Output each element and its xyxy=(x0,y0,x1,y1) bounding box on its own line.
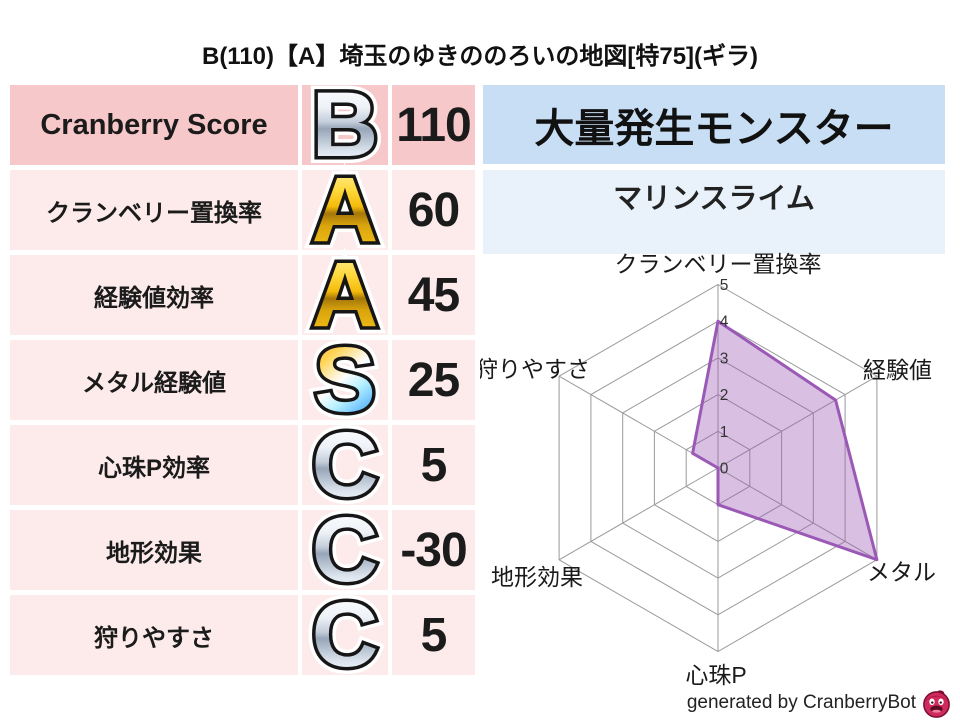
grade-letter: C xyxy=(302,589,388,681)
radar-tick-label: 3 xyxy=(720,350,729,367)
grade-letter: C xyxy=(305,497,385,603)
radar-axis-label: 経験値 xyxy=(863,357,932,383)
row-value: 5 xyxy=(392,595,475,675)
grade-letter: C xyxy=(308,584,381,686)
monster-name: マリンスライム xyxy=(483,170,945,254)
grade-letter: B xyxy=(302,79,388,171)
grade-letter: C xyxy=(302,419,388,511)
score-row: 心珠P効率 C C C 5 xyxy=(10,412,475,518)
score-row: Cranberry Score B B B 110 xyxy=(10,72,475,178)
grade-letter: S xyxy=(307,327,382,433)
grade-letter: B xyxy=(305,72,385,178)
grade-letter: C xyxy=(305,582,385,688)
row-value: 60 xyxy=(392,170,475,250)
row-value: 5 xyxy=(392,425,475,505)
row-value: 45 xyxy=(392,255,475,335)
score-table: Cranberry Score B B B 110 クランベリー置換率 A A A 60 経験値効率… xyxy=(10,72,475,688)
monster-header: 大量発生モンスター xyxy=(483,85,945,164)
grade-letter: A xyxy=(305,242,385,348)
grade-letter: C xyxy=(302,504,388,596)
row-label: クランベリー置換率 xyxy=(10,170,298,250)
row-label: Cranberry Score xyxy=(10,85,298,165)
radar-axis-label: クランベリー置換率 xyxy=(615,251,822,277)
grade-letter: S xyxy=(311,329,379,431)
grade-letter: A xyxy=(305,157,385,263)
row-value: 110 xyxy=(392,85,475,165)
radar-tick-label: 1 xyxy=(720,424,729,441)
radar-chart: 0 1 2 3 4 5 クランベリー置換率経験値メタル心珠P 地形効果 狩りやすさ xyxy=(475,250,960,720)
grade-letter: A xyxy=(308,244,381,346)
radar-spoke xyxy=(717,375,878,469)
grade-letter: C xyxy=(305,412,385,518)
radar-axis-label: メタル xyxy=(867,559,936,585)
score-row: メタル経験値 S S S 25 xyxy=(10,327,475,433)
row-label: 経験値効率 xyxy=(10,255,298,335)
grade-letter: C xyxy=(308,414,381,516)
radar-tick-label: 4 xyxy=(720,314,729,331)
grade-letter: B xyxy=(308,74,381,176)
grade-letter: S xyxy=(302,334,388,426)
radar-spoke xyxy=(717,467,878,561)
credit-text: generated by CranberryBot xyxy=(686,692,916,713)
radar-tick-label: 2 xyxy=(720,387,729,404)
row-value: -30 xyxy=(392,510,475,590)
grade-letter: A xyxy=(302,164,388,256)
radar-spoke xyxy=(558,467,719,561)
radar-tick-label: 0 xyxy=(720,461,729,478)
page-title: B(110)【A】埼玉のゆきののろいの地図[特75](ギラ) xyxy=(201,43,759,70)
grade-letter: C xyxy=(308,499,381,601)
grade-letter: A xyxy=(302,249,388,341)
row-label: メタル経験値 xyxy=(10,340,298,420)
radar-axis-label: 心珠P xyxy=(685,662,746,688)
grade-letter: A xyxy=(308,159,381,261)
footer: generated by CranberryBot xyxy=(560,686,952,720)
radar-tick-label: 5 xyxy=(720,277,729,294)
cranberry-icon xyxy=(923,689,950,718)
score-row: 狩りやすさ C C C 5 xyxy=(10,582,475,688)
score-row: クランベリー置換率 A A A 60 xyxy=(10,157,475,263)
score-row: 経験値効率 A A A 45 xyxy=(10,242,475,348)
radar-axis-label: 地形効果 xyxy=(491,564,583,590)
radar-polygon xyxy=(691,319,879,562)
radar-axis-label: 狩りやすさ xyxy=(480,356,590,382)
row-value: 25 xyxy=(392,340,475,420)
row-label: 地形効果 xyxy=(10,510,298,590)
score-row: 地形効果 C C C -30 xyxy=(10,497,475,603)
row-label: 狩りやすさ xyxy=(10,595,298,675)
row-label: 心珠P効率 xyxy=(10,425,298,505)
